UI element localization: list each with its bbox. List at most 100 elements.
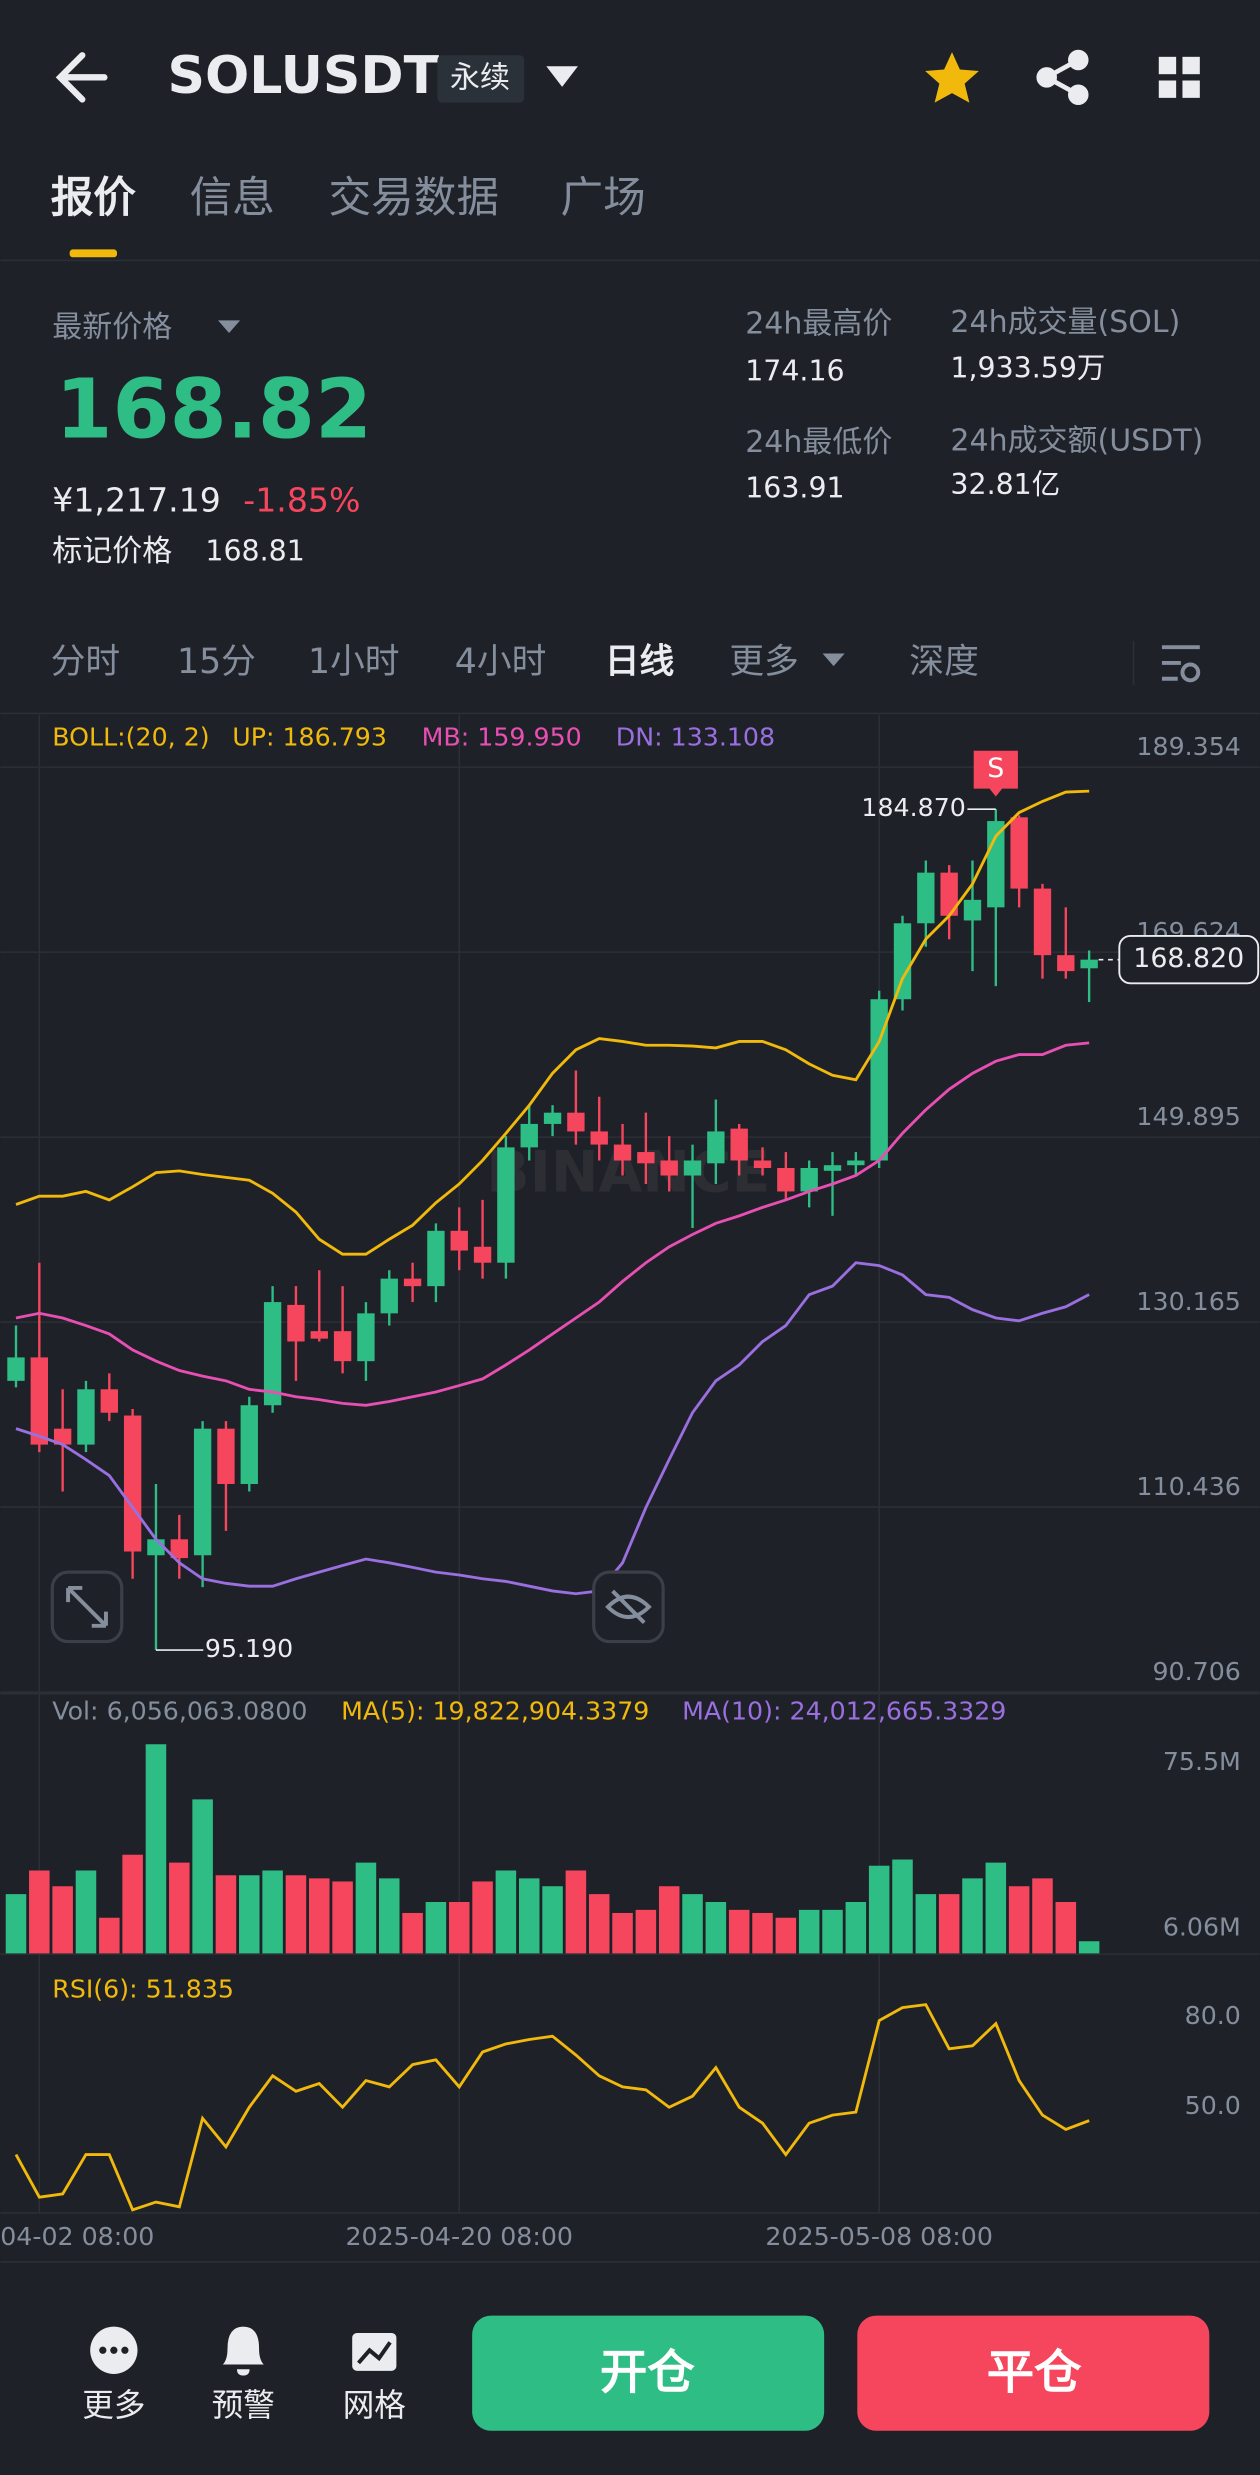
y-tick-label: 110.436: [1136, 1472, 1240, 1501]
volume-bar: [355, 1862, 377, 1955]
candle-body: [427, 1230, 445, 1287]
candle-body: [823, 1165, 842, 1171]
hide-indicator-button[interactable]: [592, 1570, 665, 1644]
share-button[interactable]: [1036, 49, 1089, 105]
last-price-box: [1118, 935, 1260, 985]
candle-body: [263, 1302, 282, 1406]
volume-bar: [378, 1878, 400, 1955]
candle-body: [193, 1428, 212, 1556]
stat-value: 163.91: [745, 471, 844, 504]
volume-bar: [752, 1912, 773, 1955]
layout-button[interactable]: [1158, 56, 1200, 98]
y-tick-label: 189.354: [1136, 732, 1240, 761]
interval[interactable]: 深度: [909, 642, 978, 682]
badge: [437, 55, 525, 103]
open-button-text[interactable]: 开仓: [600, 2346, 695, 2401]
volume-bar: [542, 1886, 563, 1955]
boll-up: [15, 789, 1090, 1256]
candle-body: [800, 1168, 818, 1192]
chart-settings[interactable]: [1161, 645, 1201, 683]
y-tick-label: 90.706: [1152, 1657, 1240, 1686]
candle-body: [707, 1131, 725, 1164]
candle-body: [1010, 817, 1028, 889]
latest-label: 最新价格: [52, 310, 172, 345]
volume-bar: [29, 1870, 50, 1955]
interval[interactable]: 日线: [605, 642, 675, 682]
volume-bar: [518, 1878, 540, 1955]
volume-bar: [145, 1744, 167, 1955]
bottom-item[interactable]: 预警: [212, 2388, 275, 2424]
volume-bar: [192, 1799, 213, 1955]
y-tick-label: 130.165: [1136, 1287, 1240, 1316]
back-button[interactable]: [55, 52, 108, 103]
candle-body: [870, 999, 888, 1161]
volume-tick-label: 75.5M: [1163, 1747, 1241, 1776]
volume-bar: [612, 1912, 633, 1955]
mark-price: 168.81: [205, 534, 304, 567]
symbol-title[interactable]: SOLUSDT: [168, 46, 440, 106]
volume-bar: [169, 1862, 190, 1955]
volume-bar: [215, 1875, 237, 1955]
bottom-item[interactable]: 网格: [343, 2388, 406, 2424]
dropdown[interactable]: [822, 653, 845, 667]
candle-body: [917, 872, 935, 924]
tab[interactable]: 报价: [51, 173, 137, 223]
rsi-line: [14, 2003, 1090, 2212]
candle-body: [637, 1152, 655, 1164]
boll-dn: [15, 1261, 1090, 1596]
more-icon[interactable]: [90, 2326, 138, 2374]
fullscreen-button[interactable]: [50, 1570, 124, 1644]
volume-bar: [1032, 1878, 1053, 1955]
x-tick-label: 2025-05-08 08:00: [765, 2222, 993, 2251]
interval[interactable]: 4小时: [455, 642, 547, 682]
candle-body: [753, 1160, 772, 1169]
candle-body: [543, 1112, 562, 1124]
close-button[interactable]: [857, 2315, 1210, 2431]
symbol-dropdown[interactable]: [546, 66, 578, 87]
alert-icon[interactable]: [222, 2326, 264, 2376]
candle-body: [310, 1331, 328, 1339]
bottom-item[interactable]: 更多: [82, 2388, 145, 2424]
candle-body: [333, 1331, 352, 1362]
interval[interactable]: 更多: [729, 642, 798, 682]
stat-value: 174.16: [745, 355, 844, 388]
interval[interactable]: 15分: [177, 642, 256, 682]
candle-body: [287, 1304, 305, 1342]
rsi-label: RSI(6): 51.835: [52, 1974, 234, 2003]
candle-body: [403, 1278, 422, 1287]
candle-body: [357, 1313, 375, 1362]
candle-body: [987, 821, 1005, 908]
volume-bar: [915, 1894, 937, 1955]
dropdown[interactable]: [218, 320, 241, 334]
volume-bar: [472, 1881, 493, 1955]
volume-bar: [635, 1909, 657, 1955]
tab[interactable]: 信息: [190, 173, 275, 223]
candle-body: [123, 1415, 142, 1552]
interval[interactable]: 分时: [51, 642, 120, 682]
tab[interactable]: 交易数据: [329, 173, 499, 223]
x-tick-label: 04-02 08:00: [0, 2222, 154, 2251]
grid-icon[interactable]: [352, 2332, 397, 2371]
volume-bar: [938, 1894, 960, 1955]
volume-bar: [239, 1875, 260, 1955]
low-label: 95.190: [205, 1634, 293, 1663]
candle-body: [847, 1160, 865, 1166]
candle-body: [473, 1246, 492, 1263]
signal-text: S: [987, 753, 1004, 784]
candle-body: [240, 1405, 258, 1484]
tab[interactable]: 广场: [561, 173, 646, 223]
mark-label: 标记价格: [52, 534, 172, 569]
candle-body: [77, 1389, 95, 1445]
candle-body: [170, 1539, 188, 1559]
volume-bar: [52, 1886, 73, 1955]
interval[interactable]: 1小时: [308, 642, 400, 682]
candle-body: [380, 1278, 398, 1314]
open-button[interactable]: [472, 2315, 825, 2431]
volume-panel: [5, 1744, 1100, 1955]
close-button-text[interactable]: 平仓: [987, 2346, 1082, 2401]
cny-price: ¥1,217.19: [52, 480, 221, 519]
volume-label: Vol: 6,056,063.0800: [52, 1697, 307, 1726]
favorite-star[interactable]: [925, 52, 979, 103]
